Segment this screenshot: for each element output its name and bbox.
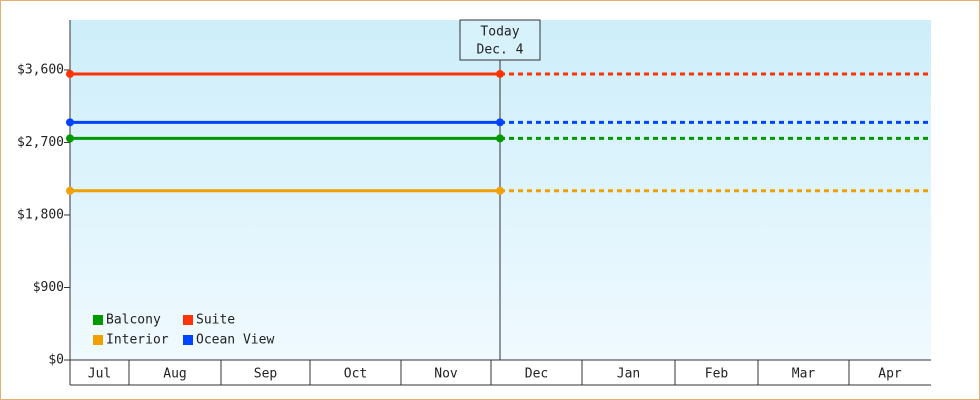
x-tick-label: Jan (617, 367, 640, 382)
x-tick-label: Sep (254, 367, 278, 382)
today-date: Dec. 4 (477, 43, 524, 58)
x-tick-label: Nov (434, 367, 458, 382)
legend-swatch (93, 335, 103, 345)
y-tick-label: $2,700 (17, 135, 64, 150)
today-title: Today (480, 25, 519, 40)
point (496, 118, 504, 127)
y-tick-label: $3,600 (17, 62, 64, 77)
x-tick-label: Dec (525, 367, 548, 382)
point (496, 186, 504, 195)
x-tick-label: Mar (792, 367, 816, 382)
legend-swatch (93, 315, 103, 325)
y-tick-label: $900 (33, 280, 64, 295)
point (66, 186, 74, 195)
x-tick-label: Feb (705, 367, 729, 382)
point (66, 134, 74, 143)
legend-swatch (183, 315, 193, 325)
point (496, 134, 504, 143)
point (496, 69, 504, 78)
x-tick-label: Jul (88, 367, 111, 382)
x-tick-label: Oct (344, 367, 367, 382)
legend-label: Ocean View (196, 333, 274, 348)
point (66, 118, 74, 127)
y-tick-label: $0 (48, 353, 64, 368)
point (66, 69, 74, 78)
y-tick-label: $1,800 (17, 207, 64, 222)
legend-label: Interior (106, 333, 169, 348)
x-tick-label: Apr (878, 367, 902, 382)
x-tick-label: Aug (163, 367, 186, 382)
legend-label: Balcony (106, 313, 161, 328)
legend-swatch (183, 335, 193, 345)
today-box (459, 19, 541, 61)
legend-label: Suite (196, 313, 235, 328)
